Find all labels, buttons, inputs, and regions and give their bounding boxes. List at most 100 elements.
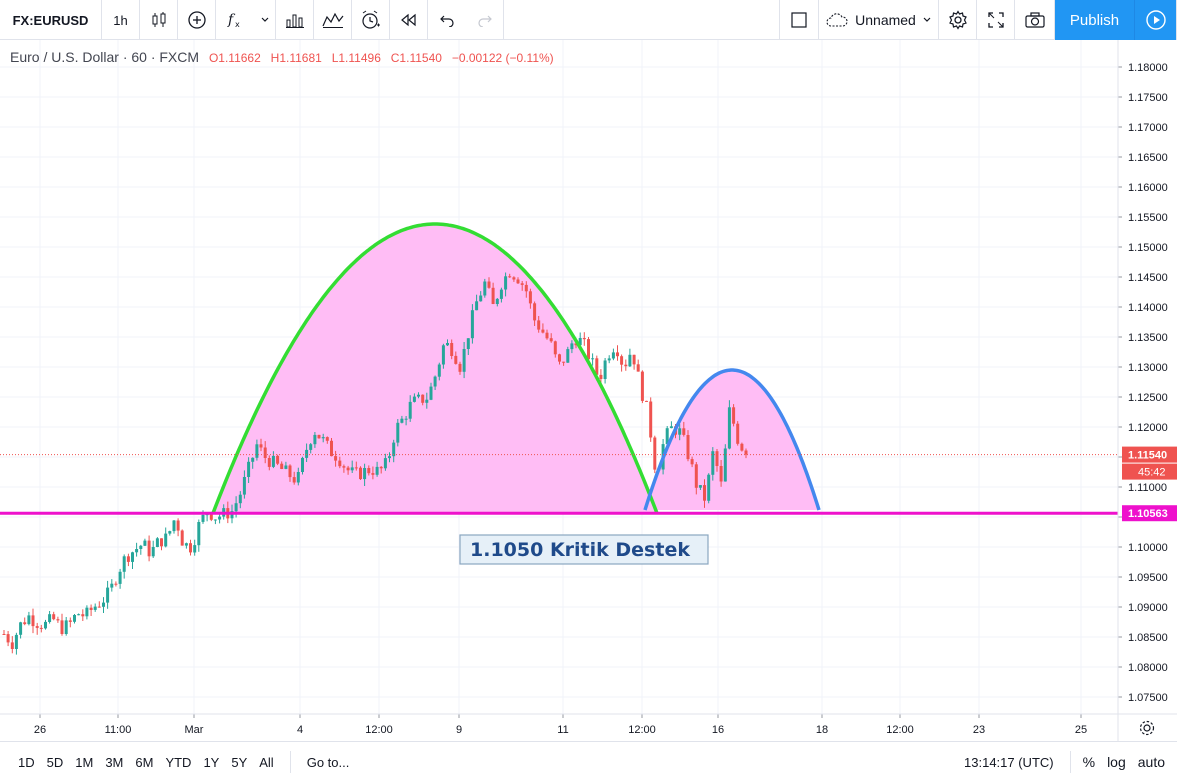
candle-body [587, 339, 590, 360]
candles [2, 272, 748, 655]
clock-time[interactable]: 13:14:17 (UTC) [964, 754, 1054, 770]
gear-icon[interactable] [939, 0, 977, 40]
candle-body [168, 531, 172, 534]
candle-body [234, 503, 238, 512]
candle-body [89, 607, 93, 610]
candle-body [126, 556, 130, 562]
range-1d[interactable]: 1D [18, 754, 35, 770]
candle-body [19, 622, 23, 635]
percent-toggle[interactable]: % [1082, 754, 1096, 770]
auto-toggle[interactable]: auto [1137, 754, 1165, 770]
candle-body [334, 456, 338, 461]
log-toggle[interactable]: log [1107, 754, 1126, 770]
candle-body [296, 472, 300, 483]
y-tick-label: 1.13500 [1128, 332, 1168, 344]
candle-body [197, 522, 201, 546]
range-5y[interactable]: 5Y [231, 754, 248, 770]
layout-name-button[interactable]: Unnamed [819, 0, 939, 40]
y-tick-label: 1.09500 [1128, 572, 1168, 584]
candle-body [209, 514, 213, 520]
candle-body [558, 354, 561, 362]
overlays: 1.1050 Kritik Destek [0, 222, 1118, 565]
candle-body [491, 287, 495, 304]
candle-body [48, 614, 52, 622]
camera-icon[interactable] [1015, 0, 1055, 40]
range-6m[interactable]: 6M [135, 754, 154, 770]
y-tick-label: 1.12000 [1128, 422, 1168, 434]
candle-body [52, 614, 56, 620]
plus-circle-icon[interactable] [178, 0, 216, 40]
range-ytd[interactable]: YTD [165, 754, 192, 770]
candle-body [60, 620, 64, 634]
candle-body [437, 364, 441, 377]
price-chart[interactable]: 1.1050 Kritik Destek 1.18000 1.17500 1.170… [0, 40, 1177, 741]
x-tick-label: 18 [816, 724, 828, 736]
candle-body [611, 352, 615, 359]
candle-body [151, 547, 155, 557]
candle-body [711, 451, 715, 475]
candle-body [85, 607, 89, 617]
candle-body [350, 467, 354, 471]
candle-body [367, 468, 371, 474]
y-tick-label: 1.14000 [1128, 302, 1168, 314]
candle-body [698, 485, 702, 488]
y-tick-label: 1.17500 [1128, 92, 1168, 104]
range-3m[interactable]: 3M [105, 754, 124, 770]
candle-body [27, 615, 31, 625]
candle-body [640, 371, 644, 401]
alert-icon[interactable] [352, 0, 390, 40]
range-all[interactable]: All [259, 754, 274, 770]
candle-body [68, 620, 72, 622]
candle-body [740, 443, 744, 451]
time-axis: 26 11:00 Mar 4 12:00 9 11 12:00 16 18 12:00 23 25 [0, 713, 1177, 736]
candle-body [537, 320, 541, 330]
candle-body [388, 456, 391, 459]
replay-icon[interactable] [390, 0, 428, 40]
interval-button[interactable]: 1h [102, 0, 140, 40]
goto-button[interactable]: Go to... [306, 754, 350, 770]
candle-body [566, 349, 570, 363]
y-tick-label: 1.18000 [1128, 62, 1168, 74]
bar-chart-icon[interactable] [276, 0, 314, 40]
candle-body [251, 457, 255, 462]
candle-body [135, 549, 139, 553]
candle-body [354, 467, 358, 469]
compare-icon[interactable] [314, 0, 352, 40]
play-icon[interactable] [1135, 0, 1177, 40]
support-price-label: 1.10563 [1128, 508, 1168, 520]
undo-icon[interactable] [428, 0, 466, 40]
candle-body [433, 376, 437, 387]
candle-body [682, 428, 686, 435]
svg-text:x: x [235, 20, 240, 29]
candle-body [475, 301, 479, 311]
candle-body [280, 463, 284, 469]
publish-button[interactable]: Publish [1055, 0, 1135, 40]
redo-icon[interactable] [466, 0, 504, 40]
candle-body [636, 364, 640, 372]
range-1m[interactable]: 1M [75, 754, 94, 770]
y-tick-label: 1.10000 [1128, 542, 1168, 554]
chevron-down-icon[interactable] [254, 0, 276, 40]
candle-body [122, 556, 126, 572]
fullscreen-icon[interactable] [977, 0, 1015, 40]
y-tick-label: 1.15500 [1128, 212, 1168, 224]
chart-legend: Euro / U.S. Dollar · 60 · FXCM O1.11662 … [10, 49, 554, 65]
candle-body [570, 343, 574, 350]
range-5d[interactable]: 5D [46, 754, 64, 770]
candle-body [694, 464, 698, 488]
candle-body [77, 614, 81, 616]
square-icon[interactable] [779, 0, 819, 40]
arc-fill-2 [645, 370, 819, 510]
candle-body [35, 626, 39, 628]
candle-body [533, 303, 537, 321]
candle-body [218, 516, 222, 520]
candle-body [383, 458, 387, 469]
range-1y[interactable]: 1Y [203, 754, 220, 770]
candle-body [645, 400, 648, 402]
x-tick-label: 16 [712, 724, 724, 736]
candles-icon[interactable] [140, 0, 178, 40]
candle-body [97, 606, 101, 608]
candle-body [392, 442, 396, 457]
symbol-search-button[interactable]: FX:EURUSD [0, 0, 102, 40]
